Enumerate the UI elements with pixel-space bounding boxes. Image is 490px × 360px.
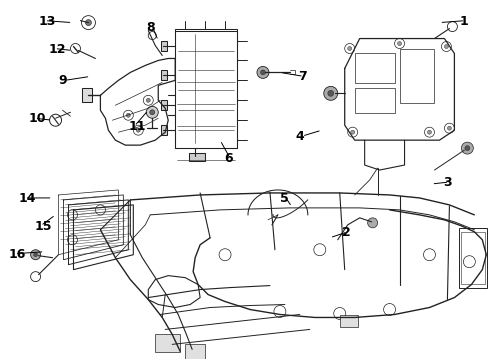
Bar <box>189 153 205 161</box>
Circle shape <box>85 20 92 26</box>
Circle shape <box>257 67 269 78</box>
Circle shape <box>465 146 470 150</box>
Circle shape <box>397 41 401 45</box>
Bar <box>175 31 237 148</box>
Text: 7: 7 <box>298 71 307 84</box>
Circle shape <box>444 45 448 49</box>
Bar <box>175 28 237 148</box>
Bar <box>155 334 180 352</box>
Bar <box>161 100 167 110</box>
Circle shape <box>324 86 338 100</box>
Circle shape <box>136 128 140 132</box>
Circle shape <box>147 98 150 102</box>
Text: 12: 12 <box>49 42 66 55</box>
Circle shape <box>30 250 41 260</box>
Bar <box>399 49 435 103</box>
Bar <box>161 41 167 50</box>
Circle shape <box>447 126 451 130</box>
Text: 13: 13 <box>39 15 56 28</box>
Text: 14: 14 <box>19 192 36 205</box>
Text: 15: 15 <box>35 220 52 233</box>
Bar <box>460 228 488 288</box>
Text: 3: 3 <box>443 176 452 189</box>
Circle shape <box>348 46 352 50</box>
Circle shape <box>34 253 38 257</box>
Text: 1: 1 <box>460 15 468 28</box>
Circle shape <box>328 90 334 96</box>
Text: 6: 6 <box>224 152 233 165</box>
Circle shape <box>150 110 155 115</box>
Text: 4: 4 <box>296 130 305 143</box>
Text: 16: 16 <box>9 248 26 261</box>
Circle shape <box>126 113 130 117</box>
Bar <box>340 315 358 328</box>
Text: 9: 9 <box>58 75 67 87</box>
Circle shape <box>368 218 378 228</box>
Bar <box>185 345 205 359</box>
Circle shape <box>147 106 158 118</box>
Bar <box>161 125 167 135</box>
Text: 10: 10 <box>28 112 46 125</box>
Text: 11: 11 <box>128 120 146 133</box>
Circle shape <box>351 130 355 134</box>
Bar <box>355 54 394 84</box>
Circle shape <box>462 142 473 154</box>
Text: 8: 8 <box>147 21 155 33</box>
Bar <box>462 232 485 284</box>
Bar <box>355 88 394 113</box>
Text: 5: 5 <box>280 192 289 205</box>
Circle shape <box>261 70 266 75</box>
Text: 2: 2 <box>342 226 350 239</box>
Circle shape <box>427 130 432 134</box>
Bar <box>161 71 167 80</box>
Bar <box>82 88 93 102</box>
